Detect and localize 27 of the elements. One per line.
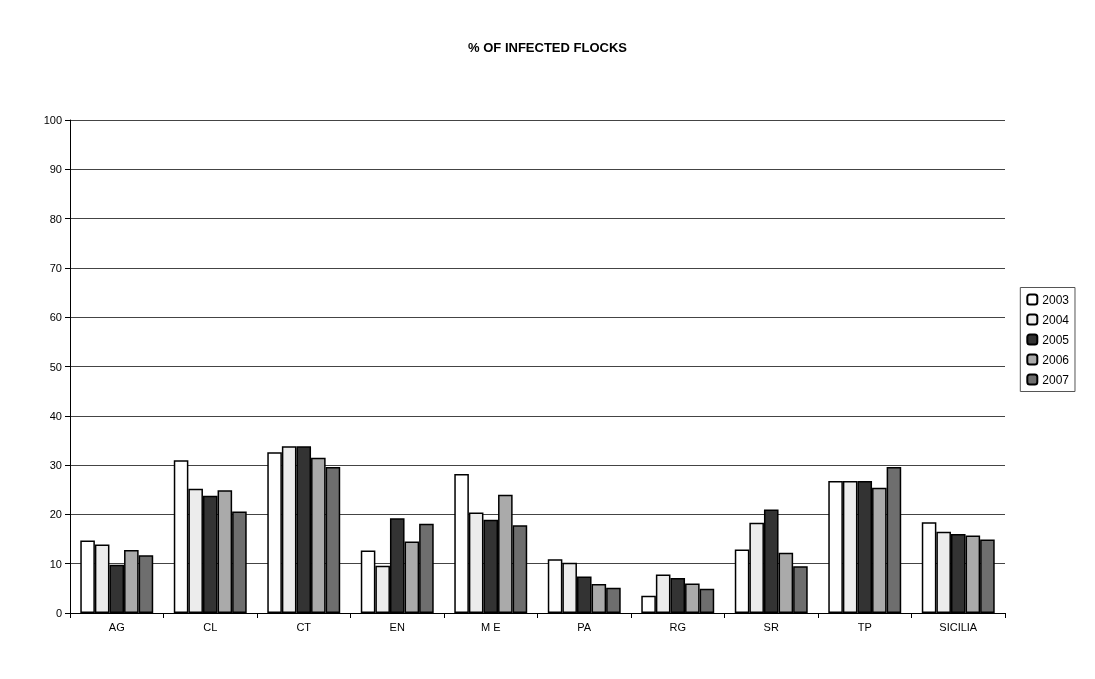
- x-tick-label: PA: [577, 620, 592, 633]
- y-tick-label: 90: [49, 163, 62, 176]
- y-tick-label: 80: [49, 212, 62, 225]
- y-tick-label: 50: [49, 360, 62, 373]
- x-tick-label: TP: [857, 620, 872, 633]
- x-tick-label: EN: [389, 620, 405, 633]
- x-tick-label: SICILIA: [939, 620, 978, 633]
- x-tick-label: RG: [669, 620, 686, 633]
- x-tick-label: AG: [108, 620, 125, 633]
- y-tick-label: 30: [49, 459, 62, 472]
- y-tick-label: 100: [43, 114, 62, 126]
- legend-label: 2006: [1042, 352, 1070, 367]
- x-tick-label: CL: [203, 620, 218, 633]
- chart-title: % OF INFECTED FLOCKS: [468, 40, 628, 55]
- y-tick-label: 40: [49, 409, 62, 422]
- y-tick-label: 20: [49, 508, 62, 521]
- legend-label: 2003: [1042, 292, 1070, 307]
- y-tick-label: 10: [49, 557, 62, 570]
- legend-label: 2007: [1042, 372, 1070, 387]
- x-tick-label: CT: [296, 620, 312, 633]
- legend-label: 2005: [1042, 332, 1070, 347]
- y-tick-label: 70: [49, 261, 62, 274]
- y-tick-label: 60: [49, 311, 62, 324]
- x-tick-label: M E: [480, 620, 501, 633]
- legend-label: 2004: [1042, 312, 1070, 327]
- y-tick-label: 0: [55, 607, 62, 619]
- x-tick-label: SR: [763, 620, 779, 633]
